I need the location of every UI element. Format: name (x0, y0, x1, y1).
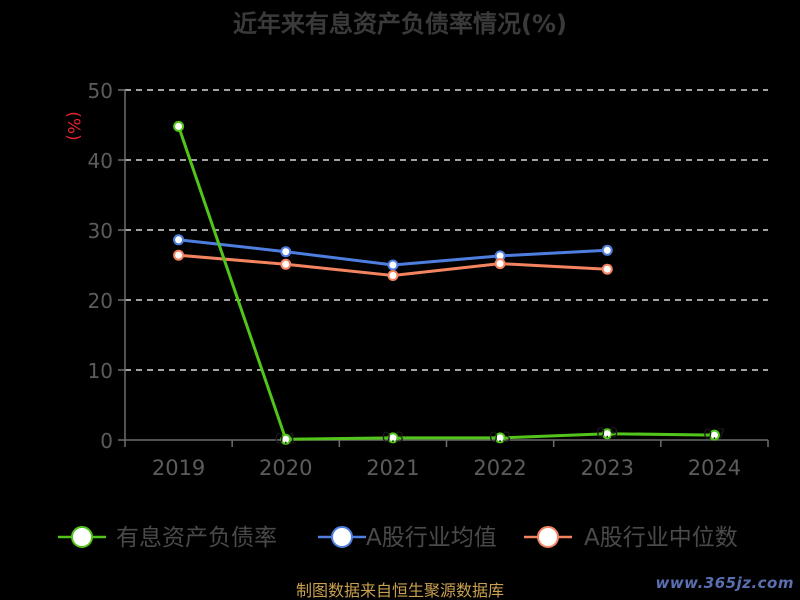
data-point-2-4[interactable] (601, 263, 613, 275)
data-label-0-5: 0.7 (703, 427, 725, 443)
data-point-2-0[interactable] (173, 249, 185, 261)
data-label-0-1: 0.1 (275, 431, 297, 447)
watermark-text: www.365jz.com (655, 574, 794, 592)
legend-label-1: A股行业均值 (366, 525, 497, 551)
x-tick-label: 2024 (688, 456, 741, 480)
data-point-0-4[interactable] (601, 428, 613, 440)
legend-marker-0 (71, 526, 93, 548)
x-tick-label: 2021 (366, 456, 419, 480)
y-tick-label: 30 (88, 219, 113, 243)
data-point-2-1[interactable] (280, 258, 292, 270)
data-point-2-2[interactable] (387, 270, 399, 281)
y-tick-label: 50 (88, 79, 113, 103)
legend-item-0[interactable]: 有息资产负债率 (58, 525, 277, 551)
data-point-0-1[interactable] (280, 433, 292, 445)
data-point-0-0[interactable] (173, 120, 185, 132)
data-point-0-5[interactable] (708, 429, 720, 441)
legend-marker-1 (331, 526, 353, 548)
y-tick-label: 10 (88, 359, 113, 383)
y-tick-label: 0 (100, 429, 113, 453)
data-point-1-4[interactable] (601, 244, 613, 256)
y-tick-label: 40 (88, 149, 113, 173)
x-tick-label: 2023 (581, 456, 634, 480)
data-point-1-1[interactable] (280, 246, 292, 258)
data-point-2-3[interactable] (494, 258, 506, 270)
data-labels: 0.1 0.3 0.3 0.9 0.7 (275, 426, 726, 448)
data-point-0-3[interactable] (494, 432, 506, 444)
legend-label-0: 有息资产负债率 (116, 525, 277, 551)
data-label-0-3: 0.3 (489, 430, 511, 446)
series-lines (173, 120, 720, 445)
chart-title: 近年来有息资产负债率情况(%) (233, 10, 567, 38)
data-source-note: 制图数据来自恒生聚源数据库 (296, 581, 504, 600)
x-tick-label: 2019 (152, 456, 205, 480)
data-point-1-0[interactable] (173, 234, 185, 246)
data-label-0-2: 0.3 (382, 430, 404, 446)
x-tick-label: 2020 (259, 456, 312, 480)
data-label-0-4: 0.9 (596, 426, 618, 442)
grid-lines (125, 89, 768, 371)
y-axis-label: (%) (63, 111, 83, 140)
legend-item-2[interactable]: A股行业中位数 (524, 525, 738, 551)
legend-label-2: A股行业中位数 (584, 525, 738, 551)
data-point-0-2[interactable] (387, 432, 399, 444)
data-point-1-2[interactable] (387, 259, 399, 271)
legend[interactable]: 有息资产负债率 A股行业均值 A股行业中位数 (58, 525, 738, 551)
series-line-0 (177, 125, 715, 441)
axes: 0 10 20 30 40 50 2019 2020 2021 2022 2023 2024 (88, 79, 769, 480)
x-tick-label: 2022 (473, 456, 526, 480)
legend-marker-2 (537, 526, 559, 548)
y-tick-label: 20 (88, 289, 113, 313)
legend-item-1[interactable]: A股行业均值 (318, 525, 497, 551)
